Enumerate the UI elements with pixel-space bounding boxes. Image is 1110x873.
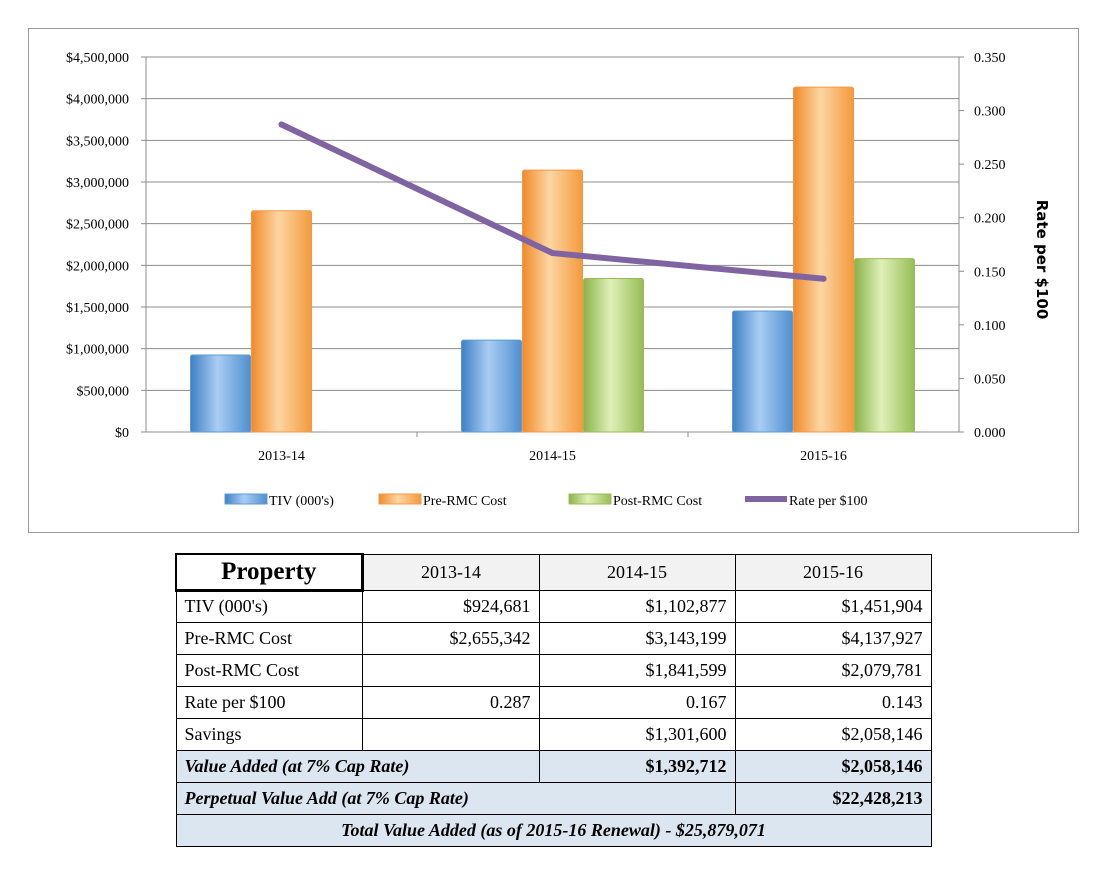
legend-label: Post-RMC Cost [613, 494, 702, 509]
left-axis-tick-label: $500,000 [77, 384, 130, 399]
rate-point [278, 121, 285, 128]
table-row: Pre-RMC Cost $2,655,342 $3,143,199 $4,13… [175, 621, 932, 655]
combo-chart: $0 $500,000 $1,000,000 $1,500,000 $2,000,000… [66, 51, 1051, 509]
row-label: Savings [175, 717, 363, 751]
left-axis-tick-label: $2,500,000 [66, 218, 129, 233]
left-axis-tick-label: $0 [115, 426, 129, 441]
right-axis-tick-label: 0.200 [974, 212, 1006, 227]
rate-point [820, 275, 827, 282]
table-cell [361, 717, 540, 751]
table-cell: $1,841,599 [538, 653, 736, 687]
table-cell: $1,451,904 [734, 589, 932, 623]
table-row: TIV (000's) $924,681 $1,102,877 $1,451,9… [175, 589, 932, 623]
year-header: 2015-16 [734, 553, 932, 591]
table-row: Rate per $100 0.287 0.167 0.143 [175, 685, 932, 719]
row-label: Pre-RMC Cost [175, 621, 363, 655]
table-cell: $1,301,600 [538, 717, 736, 751]
total-value-row: Total Value Added (as of 2015-16 Renewal… [175, 813, 932, 847]
table-cell: $2,058,146 [734, 717, 932, 751]
table-row: Savings $1,301,600 $2,058,146 [175, 717, 932, 751]
right-axis-tick-label: 0.350 [974, 51, 1006, 66]
value-added-label: Value Added (at 7% Cap Rate) [175, 749, 540, 783]
right-axis-tick-label: 0.150 [974, 265, 1006, 280]
table-cell: $924,681 [361, 589, 540, 623]
right-axis-tick-label: 0.250 [974, 158, 1006, 173]
legend-swatch [378, 493, 422, 505]
table-cell: $4,137,927 [734, 621, 932, 655]
bar-tiv-000-s [190, 354, 251, 433]
right-axis-title: Rate per $100 [1033, 200, 1051, 320]
row-label: Post-RMC Cost [175, 653, 363, 687]
legend-label: Rate per $100 [789, 494, 868, 509]
value-added-row: Value Added (at 7% Cap Rate) $1,392,712 … [175, 749, 932, 783]
row-label: Rate per $100 [175, 685, 363, 719]
table-cell: 0.143 [734, 685, 932, 719]
rate-point [549, 250, 556, 257]
table-cell: $1,102,877 [538, 589, 736, 623]
x-axis-tick-label: 2015-16 [800, 449, 847, 464]
property-header: Property [175, 553, 364, 592]
right-axis-tick-label: 0.100 [974, 319, 1006, 334]
legend-swatch [568, 493, 612, 505]
left-axis-tick-label: $4,000,000 [66, 93, 129, 108]
left-axis-tick-label: $2,000,000 [66, 259, 129, 274]
table-header-row: Property 2013-14 2014-15 2015-16 [175, 553, 932, 592]
left-axis-tick-label: $4,500,000 [66, 51, 129, 66]
legend-label: Pre-RMC Cost [423, 494, 507, 509]
table-cell: 0.167 [538, 685, 736, 719]
year-header: 2014-15 [538, 553, 736, 591]
x-axis-tick-label: 2014-15 [529, 449, 576, 464]
legend-label: TIV (000's) [269, 494, 334, 509]
table-cell: $3,143,199 [538, 621, 736, 655]
table-cell: $2,079,781 [734, 653, 932, 687]
row-label: TIV (000's) [175, 589, 363, 623]
bar-post-rmc-cost [854, 258, 915, 433]
perpetual-value-label: Perpetual Value Add (at 7% Cap Rate) [175, 781, 736, 815]
right-axis-tick-label: 0.000 [974, 426, 1006, 441]
perpetual-value-cell: $22,428,213 [734, 781, 932, 815]
right-axis-tick-label: 0.050 [974, 372, 1006, 387]
table-cell [361, 653, 540, 687]
left-axis-tick-label: $3,500,000 [66, 134, 129, 149]
perpetual-value-row: Perpetual Value Add (at 7% Cap Rate) $22… [175, 781, 932, 815]
left-axis-tick-label: $1,000,000 [66, 343, 129, 358]
table-cell: 0.287 [361, 685, 540, 719]
bar-pre-rmc-cost [522, 169, 583, 433]
bar-post-rmc-cost [583, 278, 644, 433]
bar-pre-rmc-cost [251, 210, 312, 433]
legend-swatch [224, 493, 268, 505]
value-added-cell: $1,392,712 [538, 749, 736, 783]
table-cell: $2,655,342 [361, 621, 540, 655]
bar-pre-rmc-cost [793, 86, 854, 433]
left-axis-tick-label: $1,500,000 [66, 301, 129, 316]
chart-panel: $0 $500,000 $1,000,000 $1,500,000 $2,000,000… [28, 28, 1079, 533]
year-header: 2013-14 [361, 553, 540, 591]
right-axis-tick-label: 0.300 [974, 105, 1006, 120]
value-added-cell: $2,058,146 [734, 749, 932, 783]
property-table: Property 2013-14 2014-15 2015-16 TIV (00… [175, 553, 932, 847]
table-row: Post-RMC Cost $1,841,599 $2,079,781 [175, 653, 932, 687]
bar-tiv-000-s [732, 310, 793, 433]
total-value-label: Total Value Added (as of 2015-16 Renewal… [175, 813, 932, 847]
bar-tiv-000-s [461, 339, 522, 433]
x-axis-tick-label: 2013-14 [258, 449, 305, 464]
left-axis-tick-label: $3,000,000 [66, 176, 129, 191]
